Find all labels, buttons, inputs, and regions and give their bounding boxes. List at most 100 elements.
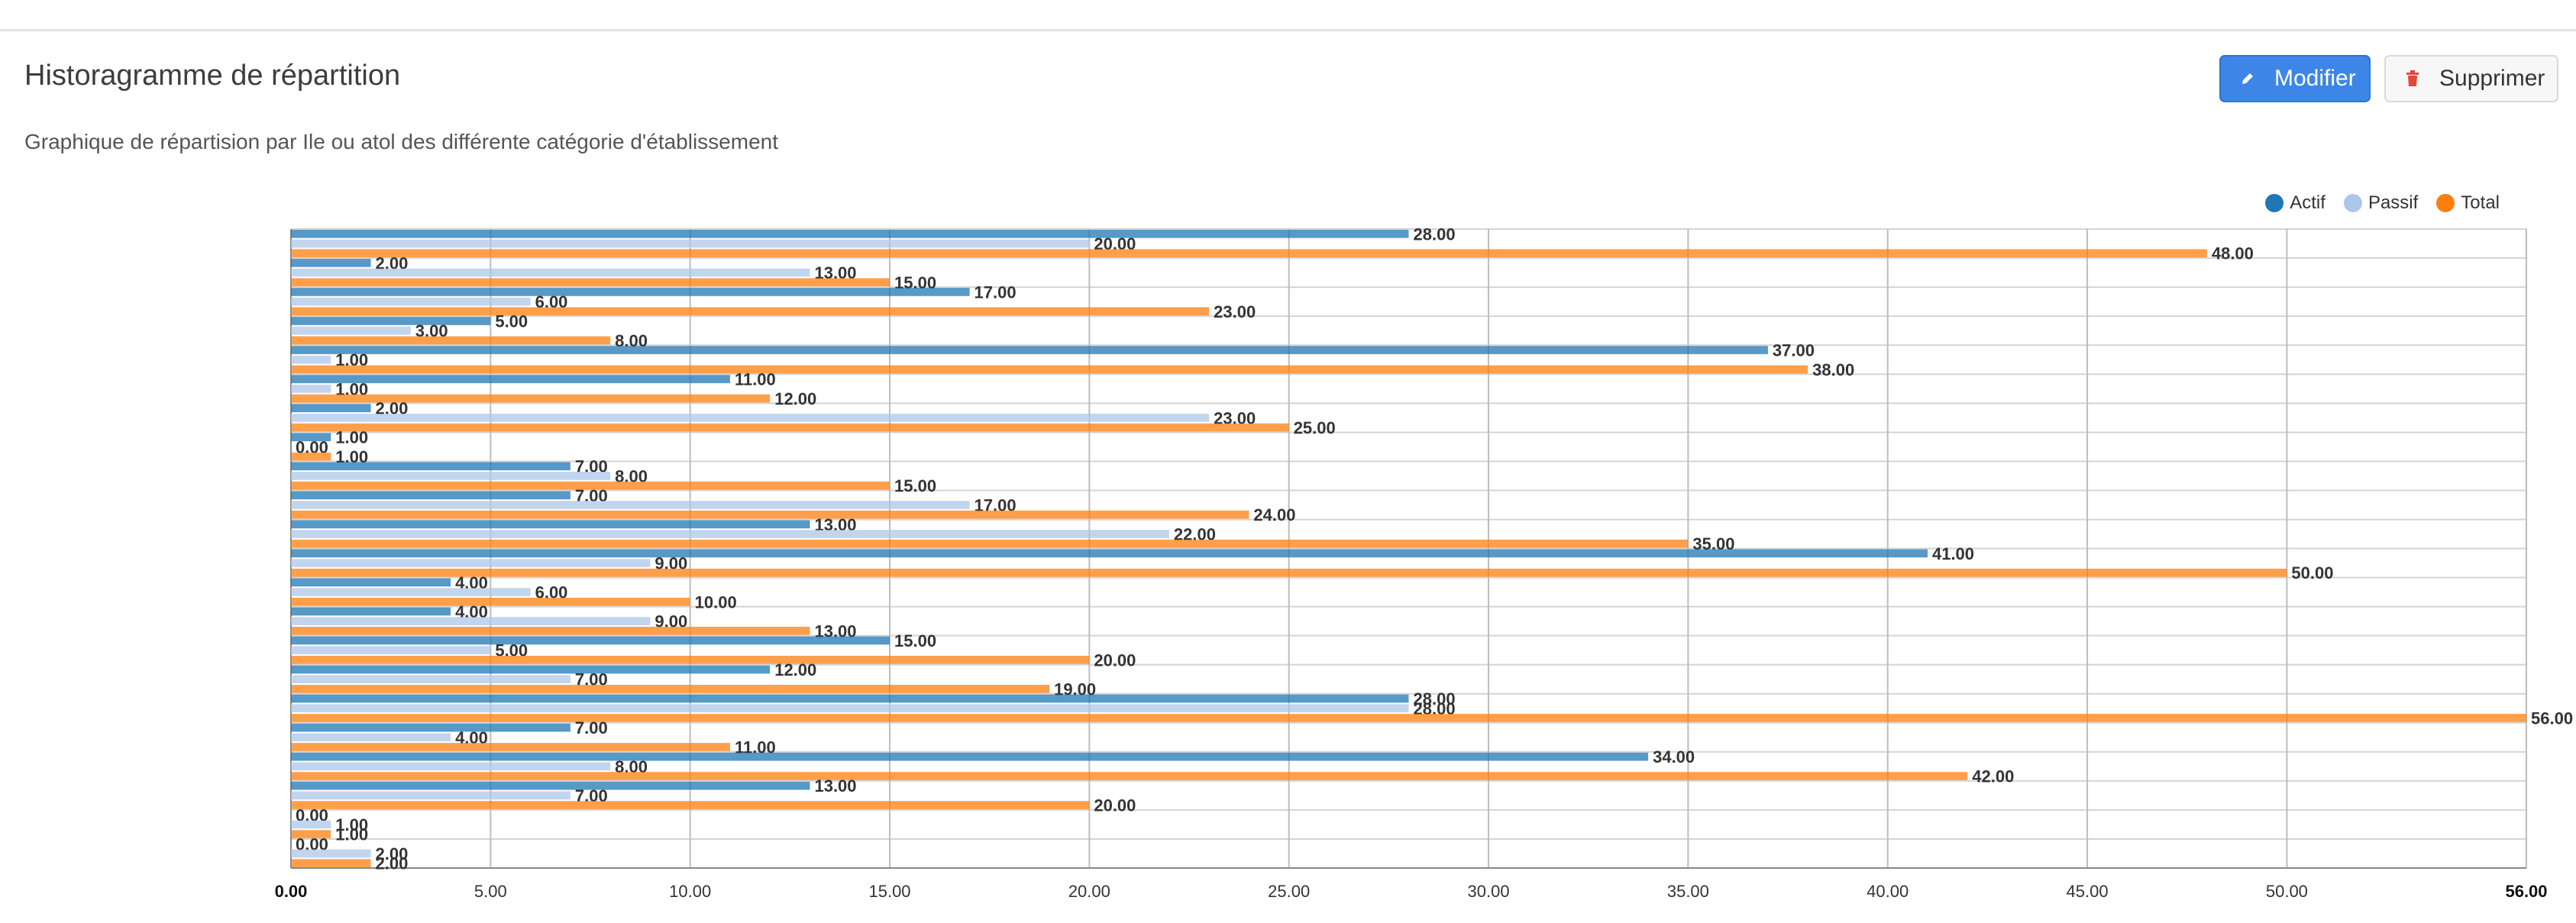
x-tick-label: 50.00: [2266, 882, 2308, 901]
legend-item-passif[interactable]: Passif: [2343, 192, 2419, 214]
bar-actif: [291, 636, 890, 645]
bar-passif: [291, 268, 810, 277]
bar-passif: [291, 530, 1169, 538]
bar-actif: [291, 578, 451, 587]
x-tick-label: 30.00: [1468, 882, 1510, 901]
data-label-total: 1.00: [335, 825, 368, 844]
bar-actif: [291, 549, 1928, 558]
bar-passif: [291, 733, 451, 742]
bar-total: [291, 801, 1090, 809]
bar-actif: [291, 665, 771, 674]
bar-actif: [291, 433, 331, 441]
data-label-actif: 41.00: [1932, 544, 1974, 563]
x-tick-label: 56.00: [2505, 882, 2547, 901]
bar-passif: [291, 559, 651, 567]
bar-total: [291, 423, 1289, 432]
bar-actif: [291, 317, 491, 325]
x-tick-label: 45.00: [2067, 882, 2109, 901]
bar-actif: [291, 404, 371, 412]
bar-actif: [291, 375, 730, 383]
data-label-actif: 37.00: [1773, 341, 1815, 360]
bar-total: [291, 714, 2526, 722]
bar-total: [291, 656, 1090, 664]
data-label-passif: 1.00: [335, 815, 368, 834]
bar-total: [291, 830, 331, 838]
chart-legend: Actif Passif Total: [2247, 192, 2500, 214]
page-title: Historagramme de répartition: [24, 60, 401, 92]
bar-total: [291, 481, 890, 490]
bar-actif: [291, 462, 570, 471]
bar-total: [291, 539, 1689, 548]
bar-actif: [291, 694, 1409, 703]
bar-passif: [291, 588, 531, 596]
x-tick-label: 25.00: [1268, 882, 1310, 901]
bar-passif: [291, 501, 970, 509]
legend-swatch-actif: [2265, 194, 2284, 212]
data-label-actif: 17.00: [974, 282, 1017, 302]
data-label-actif: 28.00: [1414, 689, 1456, 708]
x-tick-label: 5.00: [474, 882, 507, 901]
bar-passif: [291, 617, 651, 625]
bar-total: [291, 626, 810, 635]
bar-passif: [291, 762, 611, 771]
data-label-actif: 13.00: [814, 776, 856, 796]
bar-passif: [291, 646, 491, 654]
bar-passif: [291, 675, 570, 684]
legend-label-actif: Actif: [2290, 192, 2326, 213]
data-label-actif: 12.00: [774, 660, 816, 679]
bar-passif: [291, 704, 1409, 713]
data-label-actif: 7.00: [575, 718, 608, 737]
bar-total: [291, 365, 1808, 374]
bar-total: [291, 249, 2207, 258]
data-label-total: 42.00: [1972, 767, 2014, 786]
bar-total: [291, 859, 371, 867]
bar-total: [291, 568, 2287, 577]
data-label-total: 24.00: [1253, 505, 1295, 524]
bar-total: [291, 685, 1050, 693]
data-label-actif: 28.00: [1414, 224, 1456, 244]
x-tick-label: 10.00: [669, 882, 711, 901]
data-label-actif: 1.00: [335, 428, 368, 447]
bar-total: [291, 307, 1210, 316]
delete-button[interactable]: Supprimer: [2384, 55, 2558, 102]
legend-label-total: Total: [2461, 192, 2500, 213]
legend-label-passif: Passif: [2368, 192, 2419, 213]
data-label-total: 23.00: [1214, 302, 1256, 321]
bar-total: [291, 336, 611, 345]
x-tick-label: 0.00: [275, 882, 308, 901]
data-label-total: 25.00: [1294, 418, 1336, 437]
legend-item-total[interactable]: Total: [2436, 192, 2500, 214]
bar-actif: [291, 607, 451, 616]
data-label-actif: 11.00: [735, 370, 776, 389]
legend-swatch-passif: [2343, 194, 2362, 212]
bar-passif: [291, 355, 331, 364]
data-label-total: 10.00: [695, 592, 737, 612]
bar-passif: [291, 472, 611, 480]
data-label-total: 20.00: [1094, 650, 1136, 670]
x-tick-label: 35.00: [1667, 882, 1709, 901]
bar-total: [291, 597, 690, 606]
bar-total: [291, 510, 1249, 519]
bar-passif: [291, 239, 1090, 248]
bar-passif: [291, 384, 331, 393]
legend-item-actif[interactable]: Actif: [2265, 192, 2326, 214]
bar-actif: [291, 781, 810, 790]
top-divider: [0, 29, 2576, 31]
edit-button[interactable]: Modifier: [2219, 55, 2371, 102]
bar-actif: [291, 230, 1409, 238]
data-label-total: 56.00: [2531, 708, 2573, 728]
pencil-icon: [2238, 69, 2258, 89]
data-label-actif: 15.00: [894, 631, 936, 650]
edit-button-label: Modifier: [2274, 66, 2356, 91]
x-tick-label: 15.00: [868, 882, 910, 901]
data-label-actif: 34.00: [1653, 747, 1695, 766]
bar-total: [291, 743, 730, 751]
bar-passif: [291, 791, 570, 800]
bar-total: [291, 278, 890, 287]
data-label-total: 2.00: [376, 854, 409, 873]
bar-actif: [291, 752, 1649, 761]
data-label-total: 50.00: [2291, 563, 2333, 583]
bar-passif: [291, 326, 411, 335]
trash-icon: [2403, 69, 2422, 89]
